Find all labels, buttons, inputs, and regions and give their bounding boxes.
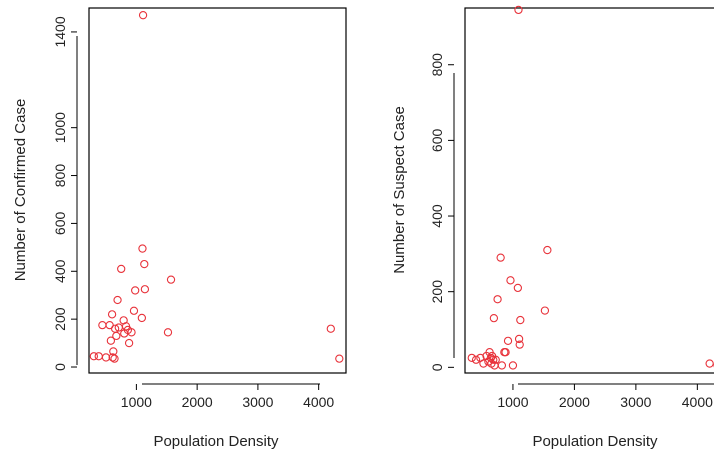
points-suspect <box>467 5 714 370</box>
data-point-confirmed <box>117 264 126 274</box>
y-tick-label-confirmed: 1400 <box>52 16 68 47</box>
data-point-confirmed <box>101 353 111 362</box>
data-point-suspect <box>479 359 488 368</box>
data-point-suspect <box>540 306 550 315</box>
y-axis-label-suspect: Number of Suspect Case <box>391 106 408 274</box>
data-point-suspect <box>506 276 515 285</box>
points-confirmed <box>89 11 344 363</box>
data-point-confirmed <box>138 11 148 20</box>
y-tick-label-confirmed: 200 <box>52 307 68 331</box>
data-point-confirmed <box>107 310 117 319</box>
data-point-suspect <box>467 353 476 363</box>
y-tick-label-confirmed: 600 <box>52 212 68 236</box>
y-tick-label-confirmed: 800 <box>52 164 68 188</box>
data-point-suspect <box>471 355 481 364</box>
data-point-confirmed <box>131 286 140 295</box>
x-tick-label-confirmed: 1000 <box>121 394 152 410</box>
y-tick-label-confirmed: 400 <box>52 259 68 283</box>
data-point-confirmed <box>112 331 121 341</box>
y-tick-label-suspect: 200 <box>429 280 445 304</box>
data-point-suspect <box>508 361 518 370</box>
x-ticks-confirmed: 1000 2000 3000 4000 <box>121 384 334 410</box>
data-point-confirmed <box>163 328 173 337</box>
data-point-suspect <box>496 253 505 262</box>
x-tick-label-suspect: 3000 <box>620 394 651 410</box>
data-point-confirmed <box>108 353 117 362</box>
y-tick-label-confirmed: 1000 <box>52 112 68 143</box>
data-point-suspect <box>515 340 524 349</box>
data-point-confirmed <box>140 285 150 294</box>
y-tick-label-confirmed: 0 <box>52 363 68 371</box>
data-point-suspect <box>514 334 524 344</box>
data-point-suspect <box>493 295 502 304</box>
data-point-suspect <box>503 336 513 345</box>
x-tick-label-confirmed: 3000 <box>242 394 273 410</box>
data-point-suspect <box>489 314 499 323</box>
x-tick-label-suspect: 2000 <box>559 394 590 410</box>
data-point-confirmed <box>94 352 103 361</box>
x-axis-label-suspect: Population Density <box>532 433 658 450</box>
data-point-suspect <box>516 315 525 325</box>
y-ticks-suspect: 0 200 400 600 800 <box>429 53 454 371</box>
data-point-confirmed <box>89 352 99 361</box>
data-point-suspect <box>486 353 495 363</box>
data-point-confirmed <box>140 259 149 269</box>
data-point-confirmed <box>137 313 147 323</box>
y-tick-label-suspect: 600 <box>429 128 445 152</box>
data-point-confirmed <box>129 306 139 315</box>
y-tick-label-suspect: 400 <box>429 204 445 228</box>
data-point-suspect <box>489 355 498 364</box>
x-tick-label-confirmed: 4000 <box>303 394 334 410</box>
panel-confirmed: 1000 2000 3000 4000 0 200 400 600 800 1000 1400 P… <box>12 7 347 450</box>
y-tick-label-suspect: 800 <box>429 53 445 77</box>
data-point-confirmed <box>98 320 107 330</box>
data-point-suspect <box>491 355 500 364</box>
plot-frame-suspect <box>464 7 714 374</box>
x-tick-label-suspect: 1000 <box>497 394 528 410</box>
data-point-confirmed <box>335 354 344 363</box>
data-point-confirmed <box>110 354 119 363</box>
data-point-suspect <box>514 5 523 15</box>
data-point-suspect <box>501 348 510 357</box>
x-tick-label-confirmed: 2000 <box>182 394 213 410</box>
x-ticks-suspect: 1000 2000 3000 4000 <box>497 384 713 410</box>
x-axis-label-confirmed: Population Density <box>153 433 279 450</box>
panel-suspect: 1000 2000 3000 4000 0 200 400 600 800 Populatio… <box>391 5 714 450</box>
x-tick-label-suspect: 4000 <box>682 394 713 410</box>
data-point-confirmed <box>166 275 176 284</box>
data-point-confirmed <box>113 295 122 305</box>
data-point-confirmed <box>106 336 116 345</box>
y-ticks-confirmed: 0 200 400 600 800 1000 1400 <box>52 16 77 371</box>
data-point-suspect <box>513 283 523 293</box>
data-point-confirmed <box>138 244 147 253</box>
y-axis-label-confirmed: Number of Confirmed Case <box>12 99 29 282</box>
data-point-confirmed <box>326 324 335 333</box>
data-point-suspect <box>497 361 507 370</box>
data-point-suspect <box>705 359 714 368</box>
plot-frame-confirmed <box>88 7 347 374</box>
data-point-confirmed <box>127 328 136 337</box>
data-point-suspect <box>543 245 552 255</box>
data-point-confirmed <box>124 338 134 348</box>
y-tick-label-suspect: 0 <box>429 363 445 371</box>
